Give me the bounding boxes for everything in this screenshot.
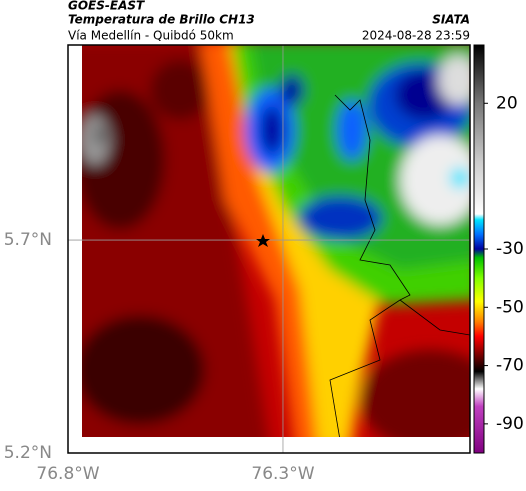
- satellite-image: [82, 45, 470, 437]
- city-marker: [256, 234, 270, 247]
- x-tick-label: 76.8°W: [36, 464, 99, 484]
- x-tick-label: 76.3°W: [251, 464, 314, 484]
- subtitle: Vía Medellín - Quibdó 50km: [68, 29, 234, 43]
- source: GOES-EAST: [68, 0, 145, 13]
- title: Temperatura de Brillo CH13: [68, 13, 255, 27]
- colorbar-tick-label: -70: [496, 356, 524, 376]
- colorbar-tick-label: -50: [496, 297, 524, 317]
- agency: SIATA: [432, 13, 470, 27]
- y-tick-label: 5.7°N: [4, 230, 52, 250]
- colorbar-scale: [473, 44, 485, 454]
- map-frame: [67, 44, 471, 454]
- colorbar-tick-label: 20: [496, 93, 518, 113]
- timestamp: 2024-08-28 23:59: [362, 29, 470, 43]
- colorbar-tick-label: -90: [496, 414, 524, 434]
- colorbar: 20 -30 -50 -70 -90: [473, 44, 524, 454]
- colorbar-tick-label: -30: [496, 239, 524, 259]
- y-tick-label: 5.2°N: [4, 443, 52, 463]
